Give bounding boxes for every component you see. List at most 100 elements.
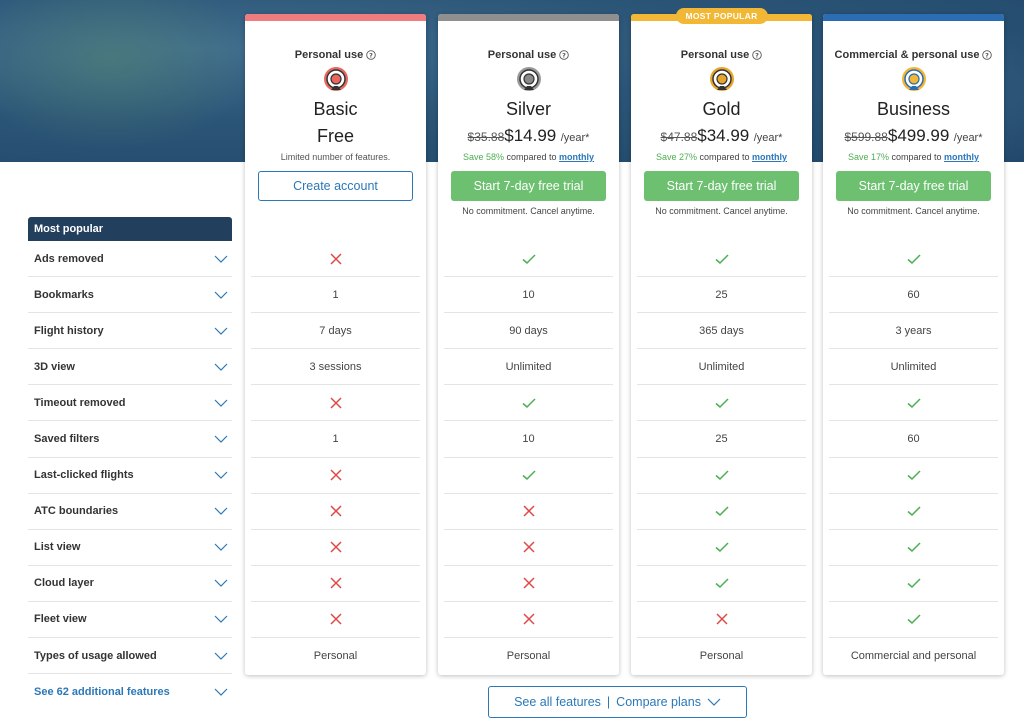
feature-row-3d-view[interactable]: 3D view: [28, 349, 232, 386]
chevron-down-icon: [214, 652, 228, 660]
monthly-link[interactable]: monthly: [944, 152, 980, 162]
create-account-button[interactable]: Create account: [258, 171, 413, 201]
chevron-down-icon: [214, 471, 228, 479]
feature-value-cell: [829, 566, 998, 602]
feature-value-cell: Unlimited: [444, 349, 613, 386]
feature-row-saved-filters[interactable]: Saved filters: [28, 421, 232, 458]
feature-value-cell: 60: [829, 421, 998, 458]
feature-row-atc-boundaries[interactable]: ATC boundaries: [28, 494, 232, 530]
feature-value-cell: [637, 494, 806, 530]
see-additional-features-label: See 62 additional features: [34, 686, 170, 699]
feature-value-cell: [444, 241, 613, 278]
check-icon: [907, 578, 921, 589]
feature-value-cell: 3 years: [829, 313, 998, 350]
feature-row-flight-history[interactable]: Flight history: [28, 313, 232, 350]
feature-value-cell: Unlimited: [637, 349, 806, 386]
feature-label: Types of usage allowed: [34, 649, 157, 662]
chevron-down-icon: [214, 399, 228, 407]
chevron-down-icon: [214, 616, 228, 624]
plan-color-bar: [245, 14, 426, 21]
feature-row-types-of-usage[interactable]: Types of usage allowed: [28, 638, 232, 675]
compare-plans-label: Compare plans: [616, 695, 701, 709]
feature-row-fleet-view[interactable]: Fleet view: [28, 602, 232, 639]
chevron-down-icon: [214, 363, 228, 371]
feature-value-cell: [251, 530, 420, 566]
plan-price: $47.88$34.99 /year*: [631, 126, 812, 146]
plan-savings: Save 27% compared to monthly: [631, 152, 812, 164]
feature-value-cell: [444, 385, 613, 422]
plan-price: Free: [245, 126, 426, 146]
feature-value-cell: [829, 241, 998, 278]
feature-value-cell: 7 days: [251, 313, 420, 350]
feature-value-cell: Personal: [251, 638, 420, 674]
plan-name: Silver: [505, 99, 551, 119]
feature-row-timeout-removed[interactable]: Timeout removed: [28, 385, 232, 422]
plan-note: Limited number of features.: [280, 152, 391, 162]
plan-card-gold: MOST POPULAR Personal use ? Gold $47.88$…: [631, 8, 812, 675]
start-trial-button[interactable]: Start 7-day free trial: [644, 171, 799, 201]
cross-icon: [715, 613, 728, 626]
feature-value-text: 3 years: [895, 324, 932, 337]
monthly-link[interactable]: monthly: [559, 152, 595, 162]
business-medal-icon: [901, 67, 926, 91]
svg-text:?: ?: [986, 51, 990, 59]
help-icon[interactable]: ?: [559, 50, 569, 60]
feature-value-text: 60: [907, 433, 920, 446]
chevron-down-icon: [214, 543, 228, 552]
plan-usage: Personal use ?: [438, 49, 619, 61]
feature-value-cell: Commercial and personal: [829, 638, 998, 674]
feature-value-text: Unlimited: [698, 360, 745, 373]
help-icon[interactable]: ?: [366, 50, 376, 60]
check-icon: [715, 578, 729, 589]
start-trial-button[interactable]: Start 7-day free trial: [451, 171, 606, 201]
monthly-link[interactable]: monthly: [752, 152, 788, 162]
chevron-down-icon: [214, 327, 228, 335]
check-icon: [522, 398, 536, 408]
svg-text:?: ?: [755, 51, 759, 59]
feature-value-text: 1: [332, 433, 339, 446]
feature-label: Bookmarks: [34, 288, 94, 301]
feature-value-cell: 1: [251, 421, 420, 458]
feature-row-ads-removed[interactable]: Ads removed: [28, 241, 232, 278]
plan-name: Basic: [313, 99, 358, 119]
plan-old-price: $599.88: [844, 130, 888, 144]
help-icon[interactable]: ?: [752, 50, 762, 60]
compare-separator: |: [606, 695, 611, 709]
feature-value-cell: [829, 530, 998, 566]
see-all-features-label: See all features: [514, 695, 601, 709]
feature-value-text: Unlimited: [890, 360, 937, 373]
compare-plans-button[interactable]: See all features | Compare plans: [488, 686, 747, 718]
feature-value-cell: [444, 602, 613, 639]
silver-medal-icon: [516, 67, 541, 91]
feature-row-list-view[interactable]: List view: [28, 530, 232, 566]
feature-row-bookmarks[interactable]: Bookmarks: [28, 277, 232, 314]
start-trial-button[interactable]: Start 7-day free trial: [836, 171, 991, 201]
plan-savings: Save 17% compared to monthly: [823, 152, 1004, 164]
feature-value-cell: [829, 602, 998, 639]
feature-list-header: Most popular: [28, 217, 232, 241]
svg-text:?: ?: [369, 51, 373, 59]
check-icon: [907, 506, 921, 517]
chevron-down-icon: [214, 688, 228, 697]
plan-color-bar: [438, 14, 619, 21]
plan-card-silver: Personal use ? Silver $35.88$14.99 /year…: [438, 14, 619, 675]
help-icon[interactable]: ?: [982, 50, 993, 60]
check-icon: [715, 506, 729, 517]
see-additional-features-link[interactable]: See 62 additional features: [28, 674, 232, 710]
plan-usage-label: Personal use: [680, 49, 750, 61]
feature-label: Saved filters: [34, 433, 100, 446]
feature-row-cloud-layer[interactable]: Cloud layer: [28, 566, 232, 602]
feature-label: 3D view: [34, 360, 75, 373]
plan-name: Gold: [702, 99, 741, 119]
plan-usage-label: Commercial & personal use: [834, 49, 980, 61]
plan-usage-label: Personal use: [294, 49, 364, 61]
check-icon: [522, 470, 536, 481]
feature-value-cell: [637, 602, 806, 639]
plan-price-value: $14.99: [504, 126, 557, 145]
check-icon: [907, 542, 921, 553]
feature-list: Most popular Ads removed Bookmarks Fligh…: [28, 217, 232, 710]
feature-row-last-clicked-flights[interactable]: Last-clicked flights: [28, 458, 232, 494]
feature-value-cell: [637, 385, 806, 422]
feature-value-cell: [444, 494, 613, 530]
gold-medal-icon: [709, 67, 734, 91]
